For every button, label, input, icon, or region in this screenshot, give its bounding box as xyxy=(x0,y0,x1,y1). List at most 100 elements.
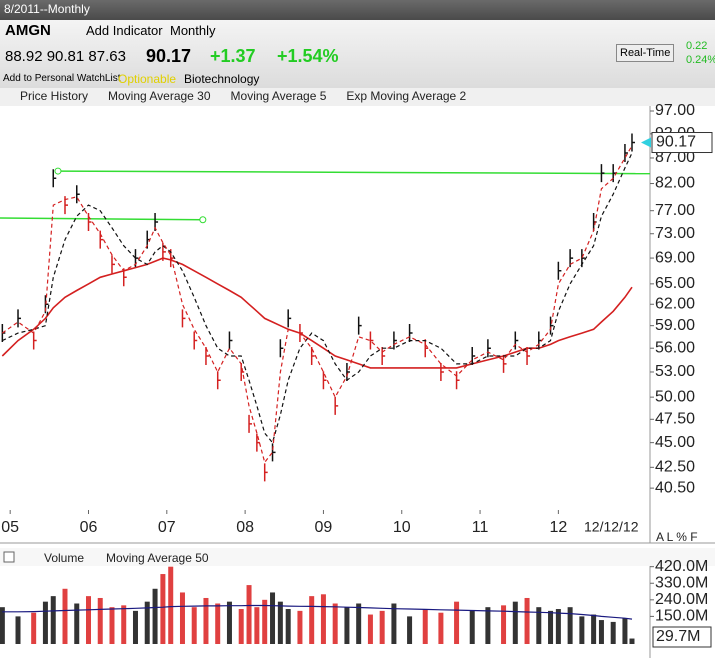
price-bar xyxy=(357,316,362,335)
rt-pct: 0.24% xyxy=(686,54,715,66)
x-tick-label: 06 xyxy=(80,519,98,536)
price-bar xyxy=(279,339,284,358)
volume-legend-bar xyxy=(0,548,715,566)
price-bar xyxy=(216,371,221,390)
y-tick-label: 240.0M xyxy=(655,591,708,608)
interval[interactable]: Monthly xyxy=(170,23,216,38)
y-tick-label: 56.00 xyxy=(655,339,695,356)
date-label: 12/12/12 xyxy=(584,519,639,535)
y-tick-label: 330.0M xyxy=(655,574,708,591)
price-bar xyxy=(549,316,554,335)
x-tick-label: 08 xyxy=(236,519,254,536)
volume-bar xyxy=(297,610,303,644)
legend-bar xyxy=(0,88,715,106)
volume-bar xyxy=(215,603,221,644)
price-bar xyxy=(624,144,628,163)
close-box xyxy=(3,551,15,563)
x-tick-label: 11 xyxy=(472,519,489,536)
volume-bar xyxy=(379,610,385,644)
price-bar xyxy=(346,362,350,381)
volume-bar xyxy=(610,621,616,644)
volume-bar xyxy=(15,616,21,644)
y-tick-label: 82.00 xyxy=(655,175,695,192)
y-tick-label: 87.00 xyxy=(655,149,695,166)
volume-bar xyxy=(74,603,80,644)
legend-entry: Exp Moving Average 2 xyxy=(346,89,466,103)
price-bar xyxy=(393,331,397,350)
legend-entry: Volume xyxy=(44,551,84,565)
volume-bar xyxy=(226,601,232,644)
realtime-button[interactable]: Real-Time xyxy=(616,44,675,62)
price-bar xyxy=(263,463,268,482)
x-tick-label: 10 xyxy=(393,519,411,536)
price-bar xyxy=(322,371,327,390)
price-bar xyxy=(408,324,413,343)
volume-bar xyxy=(246,585,252,644)
legend-entry: Price History xyxy=(20,89,88,103)
price-bar xyxy=(310,346,315,365)
volume-bar xyxy=(469,610,475,644)
volume-bar xyxy=(524,597,530,644)
rt-change: 0.22 xyxy=(686,40,708,52)
volume-bar xyxy=(579,616,585,644)
price-bar xyxy=(487,339,491,358)
volume-bar xyxy=(548,610,554,644)
price-bar xyxy=(502,354,507,373)
price-bar xyxy=(75,185,80,204)
volume-bar xyxy=(622,618,628,644)
y-tick-label: 73.00 xyxy=(655,225,695,242)
x-tick-label: 05 xyxy=(1,519,19,536)
volume-bar xyxy=(485,607,491,644)
y-tick-label: 62.00 xyxy=(655,295,695,312)
volume-bar xyxy=(367,614,373,644)
volume-bar xyxy=(270,592,276,644)
x-tick-label: 09 xyxy=(315,519,333,536)
y-tick-label: 53.00 xyxy=(655,363,695,380)
period[interactable]: 8/2011--Monthly xyxy=(4,2,90,16)
change: +1.37 xyxy=(210,46,256,66)
volume-bar xyxy=(262,599,268,644)
volume-bar xyxy=(132,610,138,644)
last-price-label: 90.17 xyxy=(656,134,696,151)
volume-bar xyxy=(536,607,542,644)
watchlist[interactable]: Add to Personal WatchList xyxy=(3,73,121,84)
change-pct: +1.54% xyxy=(277,46,339,66)
y-tick-label: 59.00 xyxy=(655,317,695,334)
volume-bar xyxy=(238,609,244,644)
volume-last-label: 29.7M xyxy=(656,628,700,645)
price-bar xyxy=(287,309,292,328)
top-bar xyxy=(0,0,715,20)
y-tick-label: 42.50 xyxy=(655,459,695,476)
price-bar xyxy=(193,331,198,350)
last-price-marker xyxy=(641,137,651,148)
y-tick-label: 420.0M xyxy=(655,558,708,575)
y-tick-label: 40.50 xyxy=(655,479,695,496)
volume-bar xyxy=(144,601,150,644)
price-bar xyxy=(557,261,562,280)
price-bar xyxy=(52,169,57,188)
volume-bar xyxy=(50,596,56,644)
price-bar xyxy=(32,331,37,350)
price-bar xyxy=(334,396,339,415)
volume-bar xyxy=(121,605,127,644)
price-bar xyxy=(440,362,444,381)
optionable: Optionable xyxy=(118,72,177,86)
add-indicator[interactable]: Add Indicator xyxy=(86,23,163,38)
price-bar xyxy=(87,213,92,232)
symbol[interactable]: AMGN xyxy=(5,22,51,39)
price-bar xyxy=(631,133,635,152)
volume-bar xyxy=(356,603,362,644)
volume-bar xyxy=(555,609,561,644)
volume-bar xyxy=(438,612,444,644)
price-bar xyxy=(111,255,115,274)
y-tick-label: 69.00 xyxy=(655,249,695,266)
chart: Price History Moving Average 30 Moving Ave… xyxy=(0,88,715,658)
last-price: 90.17 xyxy=(146,46,192,66)
volume-bar xyxy=(62,588,68,644)
volume-bar xyxy=(320,594,326,644)
price-bar xyxy=(526,346,531,365)
y-tick-label: 150.0M xyxy=(655,608,708,625)
price-bar xyxy=(228,331,233,350)
volume-bar xyxy=(191,607,197,644)
